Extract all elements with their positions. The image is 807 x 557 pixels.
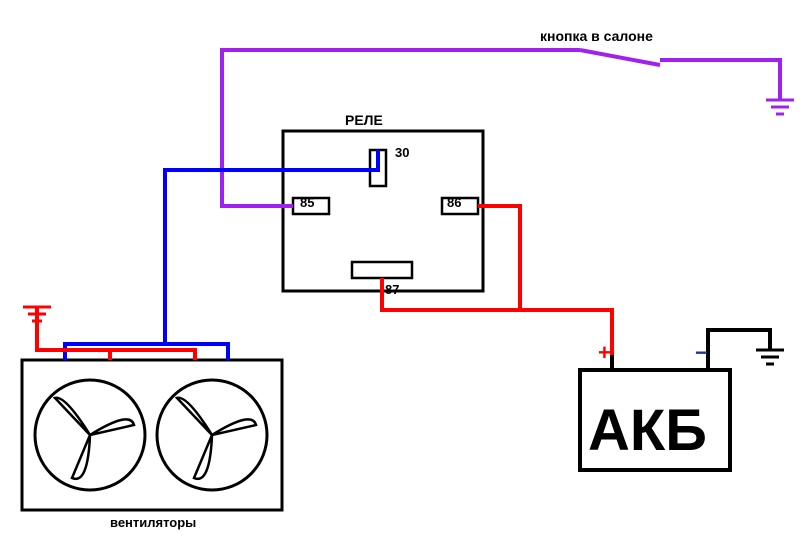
label-relay: РЕЛЕ (345, 112, 383, 128)
label-plus: + (598, 340, 611, 366)
fans-box (22, 360, 282, 510)
label-fans: вентиляторы (110, 515, 196, 530)
fan-1-blades (55, 398, 134, 479)
label-pin-87: 87 (385, 282, 399, 297)
label-pin-86: 86 (447, 195, 461, 210)
red-wire-87 (382, 278, 520, 310)
label-minus: − (695, 340, 708, 366)
fan-2-blades (177, 398, 256, 479)
label-button-cabin: кнопка в салоне (540, 28, 653, 44)
label-pin-85: 85 (300, 195, 314, 210)
red-wire-86 (478, 206, 612, 355)
wiring-diagram: АКБ (0, 0, 807, 557)
label-pin-30: 30 (395, 145, 409, 160)
battery-text: АКБ (588, 398, 707, 463)
purple-wire (222, 50, 780, 206)
pin-87 (352, 262, 412, 278)
switch (580, 50, 660, 65)
relay-box (283, 131, 483, 291)
red-ground-feed (37, 307, 195, 360)
